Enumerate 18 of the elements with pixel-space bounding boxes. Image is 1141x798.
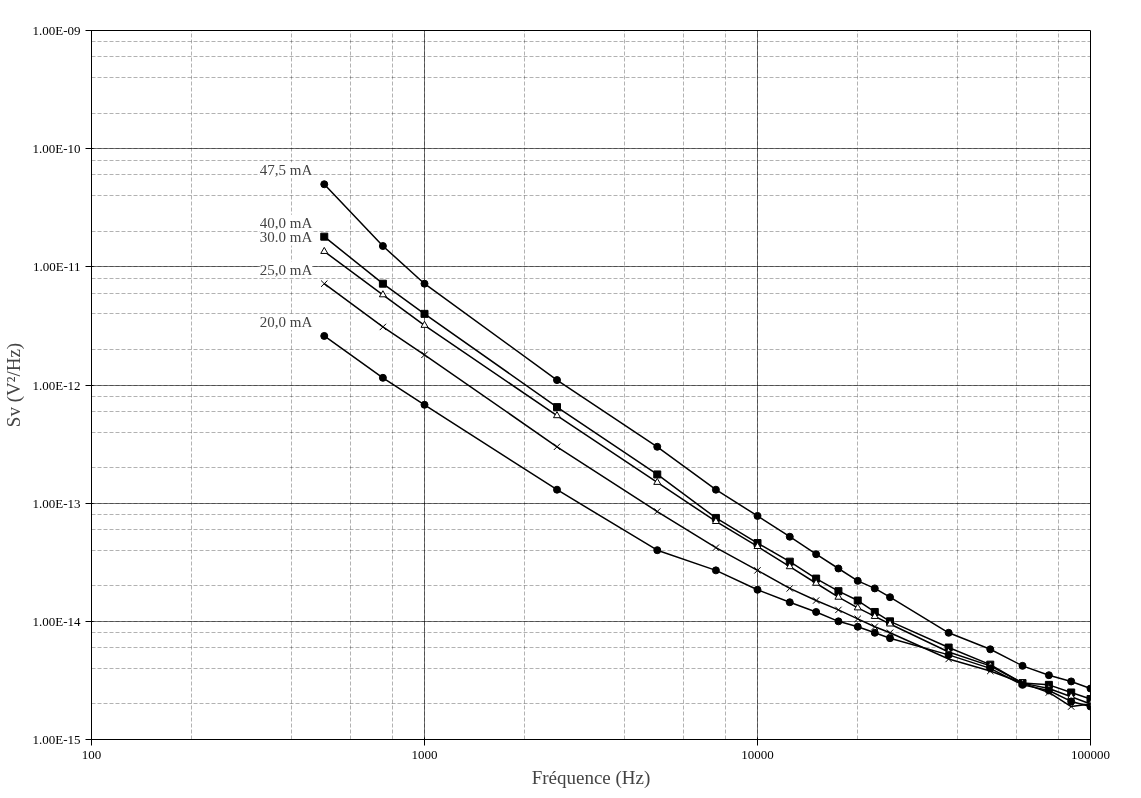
series-label: 47,5 mA bbox=[259, 162, 313, 179]
y-tick-label: 1.00E-12 bbox=[32, 377, 81, 393]
y-tick-label: 1.00E-13 bbox=[32, 495, 81, 511]
series-label: 40,0 mA bbox=[259, 214, 313, 231]
y-tick-label: 1.00E-15 bbox=[32, 732, 81, 747]
x-tick-label: 100000 bbox=[1071, 746, 1110, 762]
y-tick-label: 1.00E-10 bbox=[32, 141, 81, 157]
series-label: 30.0 mA bbox=[259, 229, 313, 246]
y-axis-title: Sv (V²/Hz) bbox=[3, 342, 26, 428]
series-label: 25,0 mA bbox=[259, 261, 313, 278]
y-tick-label: 1.00E-09 bbox=[32, 23, 81, 38]
x-tick-label: 1000 bbox=[411, 746, 438, 762]
series-label: 20,0 mA bbox=[259, 313, 313, 330]
x-tick-label: 100 bbox=[81, 746, 102, 762]
y-tick-label: 1.00E-14 bbox=[32, 613, 81, 629]
x-tick-label: 10000 bbox=[741, 746, 774, 762]
y-tick-label: 1.00E-11 bbox=[32, 259, 81, 275]
x-axis-title: Fréquence (Hz) bbox=[531, 766, 651, 789]
